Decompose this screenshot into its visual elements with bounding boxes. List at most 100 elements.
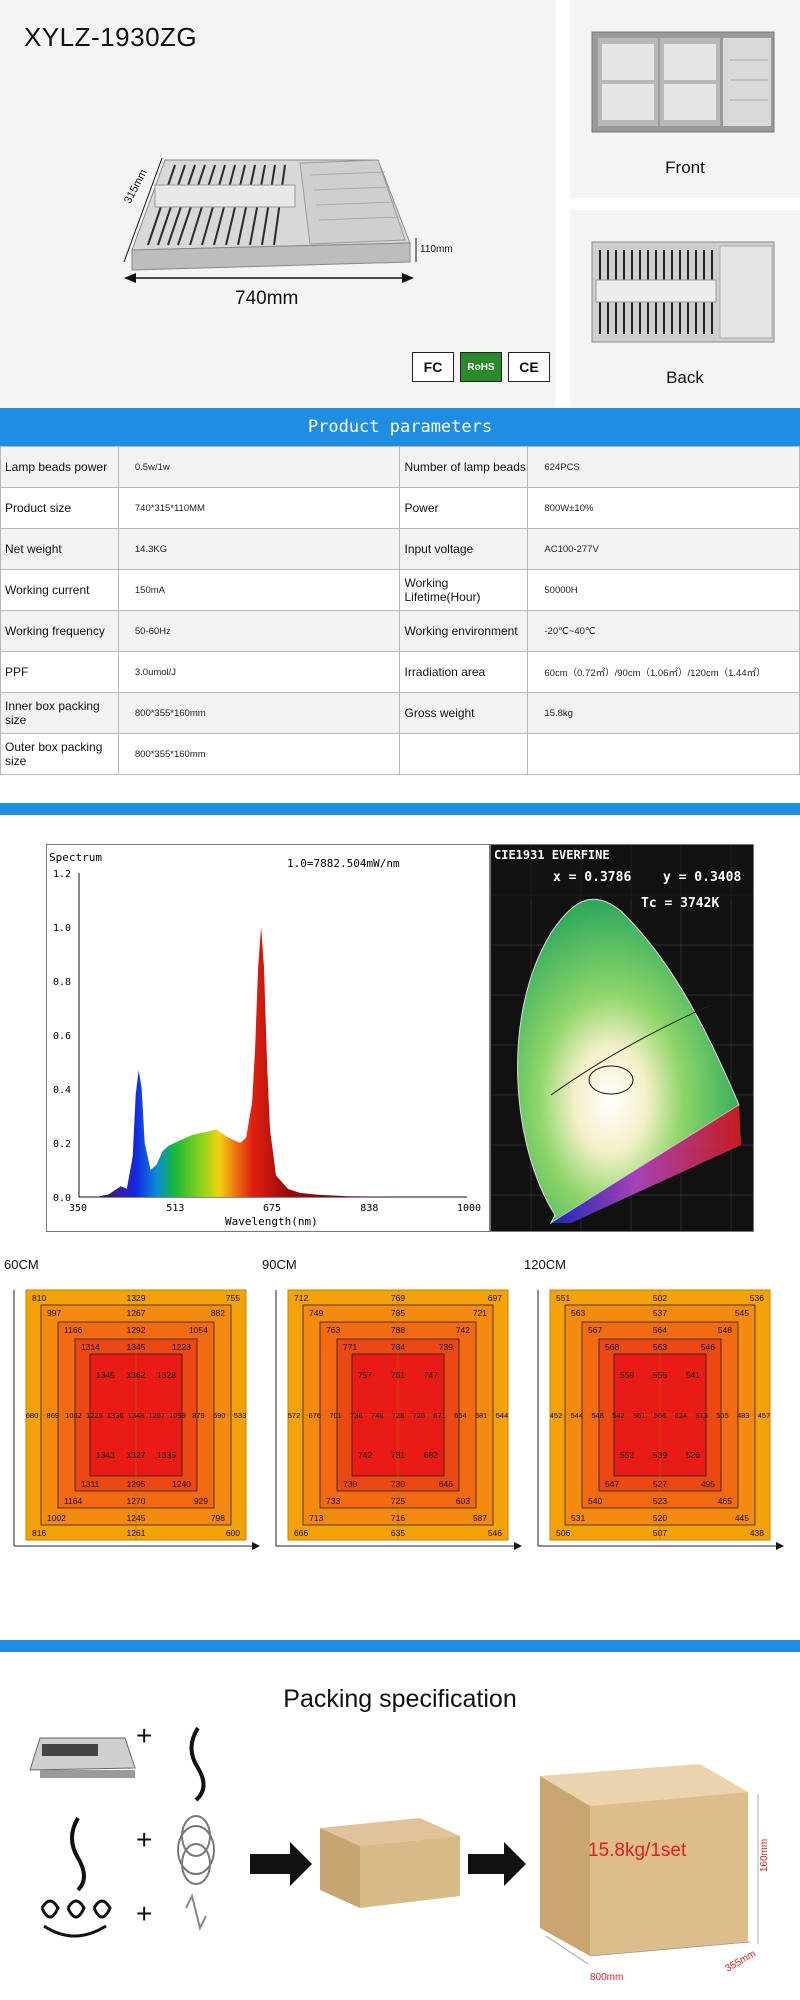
heatmap-value: 1329 (127, 1293, 146, 1303)
param-value: 60cm（0.72㎡）/90cm（1.06㎡）/120cm（1.44㎡） (527, 651, 800, 693)
heatmap-value: 566 (654, 1411, 667, 1420)
axis-arrow-icon (252, 1542, 260, 1550)
param-value: 800*355*160mm (117, 733, 401, 775)
fc-logo: FC (412, 352, 454, 382)
param-value: 0.5w/1w (117, 446, 401, 488)
heatmap-value: 748 (371, 1411, 384, 1420)
heatmap-value: 755 (226, 1293, 240, 1303)
heatmap-value: 997 (47, 1308, 61, 1318)
packing-illustration (29, 1726, 759, 1965)
back-view-image (591, 241, 775, 343)
heatmap-value: 539 (653, 1450, 667, 1460)
heatmap-value: 523 (653, 1496, 667, 1506)
param-value: 800W±10% (527, 487, 800, 529)
heatmap-value: 533 (234, 1411, 247, 1420)
box-length-label: 800mm (590, 1972, 624, 1983)
heatmap-value: 816 (32, 1528, 46, 1538)
heatmap-value: 869 (47, 1411, 60, 1420)
heatmap-value: 798 (211, 1513, 225, 1523)
arrow-icon (468, 1842, 526, 1886)
heatmap-value: 690 (213, 1411, 226, 1420)
fixture-illustration (123, 157, 417, 283)
heatmap-value: 1345 (127, 1342, 146, 1352)
front-view-panel: Front (570, 0, 800, 198)
axis-arrow-icon (514, 1542, 522, 1550)
heatmap-value: 1327 (127, 1450, 146, 1460)
heatmap-120cm-title: 120CM (524, 1257, 566, 1272)
spectrum-title: Spectrum (49, 851, 102, 864)
heatmap-value: 730 (343, 1479, 357, 1489)
heatmap-value: 1328 (157, 1370, 176, 1380)
param-value: AC100-277V (527, 528, 800, 570)
small-carton-icon (320, 1818, 460, 1908)
cie-x-value: x = 0.3786 (553, 870, 631, 885)
param-label: Power (399, 487, 529, 529)
y-tick-label: 0.2 (53, 1139, 71, 1150)
param-label: PPF (0, 651, 119, 693)
y-tick-label: 1.0 (53, 923, 71, 934)
heatmap-value: 1062 (65, 1411, 82, 1420)
cie-tc-value: Tc = 3742K (641, 896, 719, 911)
heatmap-value: 731 (391, 1450, 405, 1460)
heatmap-value: 1314 (81, 1342, 100, 1352)
heatmap-value: 1166 (64, 1325, 83, 1335)
heatmap-value: 635 (391, 1528, 405, 1538)
heatmap-value: 738 (350, 1411, 363, 1420)
param-value: 50000H (527, 569, 800, 611)
param-value: 800*355*160mm (117, 692, 401, 734)
param-value: 15.8kg (527, 692, 800, 734)
heatmap-value: 531 (571, 1513, 585, 1523)
heatmap-value: 502 (653, 1293, 667, 1303)
heatmap-value: 733 (326, 1496, 340, 1506)
heatmap-value: 564 (653, 1325, 667, 1335)
heatmap-value: 788 (391, 1325, 405, 1335)
heatmap-value: 1292 (127, 1325, 146, 1335)
heatmap-value: 725 (391, 1496, 405, 1506)
params-row: Outer box packing size 800*355*160mm (0, 733, 800, 775)
cie-y-value: y = 0.3408 (663, 870, 741, 885)
heatmap-value: 1054 (189, 1325, 208, 1335)
heatmap-value: 1164 (64, 1496, 83, 1506)
heatmap-value: 546 (701, 1342, 715, 1352)
heatmap-value: 563 (653, 1342, 667, 1352)
params-header: Product parameters (0, 408, 800, 446)
heatmap-value: 544 (496, 1411, 509, 1420)
spectrum-annotation: 1.0=7882.504mW/nm (287, 857, 400, 870)
heatmap-value: 541 (686, 1370, 700, 1380)
param-value: 14.3KG (117, 528, 401, 570)
y-tick-label: 0.8 (53, 977, 71, 988)
heatmap-value: 1343 (96, 1450, 115, 1460)
heatmap-value: 457 (758, 1411, 771, 1420)
param-label: Product size (0, 487, 119, 529)
heatmap-value: 771 (343, 1342, 357, 1352)
heatmap-90cm-title: 90CM (262, 1257, 297, 1272)
param-label (399, 733, 529, 775)
x-tick-label: 513 (166, 1203, 184, 1214)
fixture-thumbnail-icon (29, 1737, 136, 1778)
heatmap-value: 1225 (86, 1411, 103, 1420)
rohs-logo: RoHS (460, 352, 502, 382)
heatmap-value: 542 (612, 1411, 625, 1420)
heatmap-value: 520 (653, 1513, 667, 1523)
y-tick-label: 0.4 (53, 1085, 71, 1096)
param-label: Gross weight (399, 692, 529, 734)
heatmap-value: 1345 (96, 1370, 115, 1380)
heatmap-value: 784 (391, 1342, 405, 1352)
param-label: Working current (0, 569, 119, 611)
cie-diagram: CIE1931 EVERFINE x = 0.3786 y = 0.3408 T… (490, 844, 754, 1232)
heatmap-value: 747 (424, 1370, 438, 1380)
ratchet-hangers-icon (40, 1899, 112, 1938)
spectrum-curve (79, 927, 467, 1197)
section-divider (0, 1640, 800, 1652)
width-dimension: 740mm (235, 288, 299, 309)
param-label: Working frequency (0, 610, 119, 652)
param-label: Lamp beads power (0, 446, 119, 488)
plus-icon: + (136, 1824, 153, 1855)
param-value: -20℃~40℃ (527, 610, 800, 652)
params-row: Inner box packing size 800*355*160mm Gross… (0, 692, 800, 734)
heatmap-value: 548 (591, 1411, 604, 1420)
heatmap-value: 1336 (107, 1411, 124, 1420)
heatmap-value: 882 (211, 1308, 225, 1318)
heatmap-value: 682 (424, 1450, 438, 1460)
